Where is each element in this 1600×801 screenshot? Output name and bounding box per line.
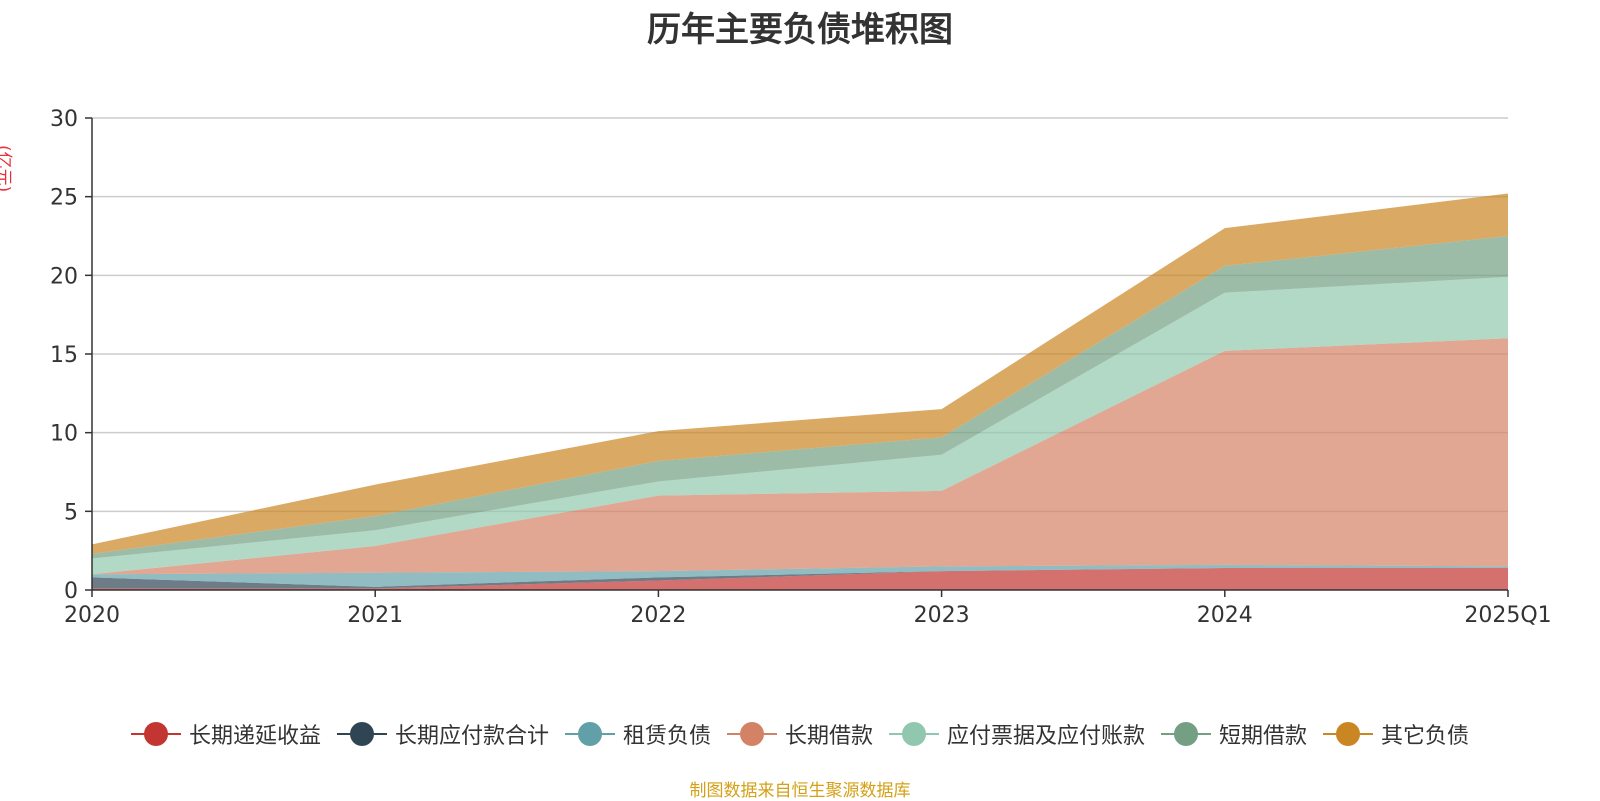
x-tick-label: 2022 <box>630 603 686 628</box>
chart-title: 历年主要负债堆积图 <box>647 10 953 50</box>
area-series-4[interactable] <box>92 276 1508 575</box>
legend-marker-icon <box>889 722 939 746</box>
legend-label: 应付票据及应付账款 <box>947 724 1146 749</box>
y-tick-label: 25 <box>50 186 78 211</box>
legend-label: 租赁负债 <box>622 724 711 749</box>
legend-marker-icon <box>336 722 387 746</box>
x-tick-label: 2020 <box>64 603 120 628</box>
legend-item-0[interactable]: 长期递延收益 <box>130 718 321 750</box>
x-tick-label: 2023 <box>914 603 970 628</box>
area-series-2[interactable] <box>92 564 1508 587</box>
legend-marker-icon <box>564 722 615 746</box>
x-tick-label: 2021 <box>347 603 403 628</box>
y-tick-label: 0 <box>64 579 78 604</box>
legend-marker-icon <box>1161 722 1212 746</box>
legend-item-3[interactable]: 长期借款 <box>726 718 873 750</box>
legend-label: 长期借款 <box>784 724 873 749</box>
y-tick-label: 15 <box>50 343 78 368</box>
y-tick-label: 5 <box>64 500 78 525</box>
legend-item-1[interactable]: 长期应付款合计 <box>336 718 549 750</box>
legend-label: 短期借款 <box>1219 724 1308 749</box>
legend-item-6[interactable]: 其它负债 <box>1323 718 1469 750</box>
legend-label: 长期应付款合计 <box>394 724 549 749</box>
x-tick-label: 2025Q1 <box>1464 603 1551 628</box>
area-series-0[interactable] <box>92 567 1508 590</box>
area-series-6[interactable] <box>92 193 1508 554</box>
area-series-5[interactable] <box>92 236 1508 559</box>
legend-item-5[interactable]: 短期借款 <box>1161 718 1307 750</box>
y-tick-label: 30 <box>50 107 78 132</box>
area-series-3[interactable] <box>92 338 1508 575</box>
y-tick-label: 10 <box>50 422 78 447</box>
legend-label: 长期递延收益 <box>188 724 321 749</box>
stacked-area-chart: 0 5 10 15 20 25 30 2020 2021 2022 2023 2024 2025Q1 <box>50 107 1552 628</box>
legend-marker-icon <box>726 722 777 746</box>
legend-label: 其它负债 <box>1381 724 1470 749</box>
legend-item-4[interactable]: 应付票据及应付账款 <box>889 718 1145 750</box>
area-series-1[interactable] <box>92 567 1508 589</box>
legend-marker-icon <box>1323 722 1374 746</box>
legend-item-2[interactable]: 租赁负债 <box>564 718 711 750</box>
legend: 长期递延收益 长期应付款合计 租赁负债 长期借款 应付票据及应付账款 短期借款 其它负债 <box>0 718 1600 750</box>
legend-marker-icon <box>130 722 181 746</box>
area-layer <box>92 193 1508 590</box>
y-tick-label: 20 <box>50 264 78 289</box>
data-source-note: 制图数据来自恒生聚源数据库 <box>689 781 911 801</box>
x-tick-label: 2024 <box>1197 603 1253 628</box>
axis-layer: 0 5 10 15 20 25 30 2020 2021 2022 2023 2024 2025Q1 <box>50 107 1552 628</box>
